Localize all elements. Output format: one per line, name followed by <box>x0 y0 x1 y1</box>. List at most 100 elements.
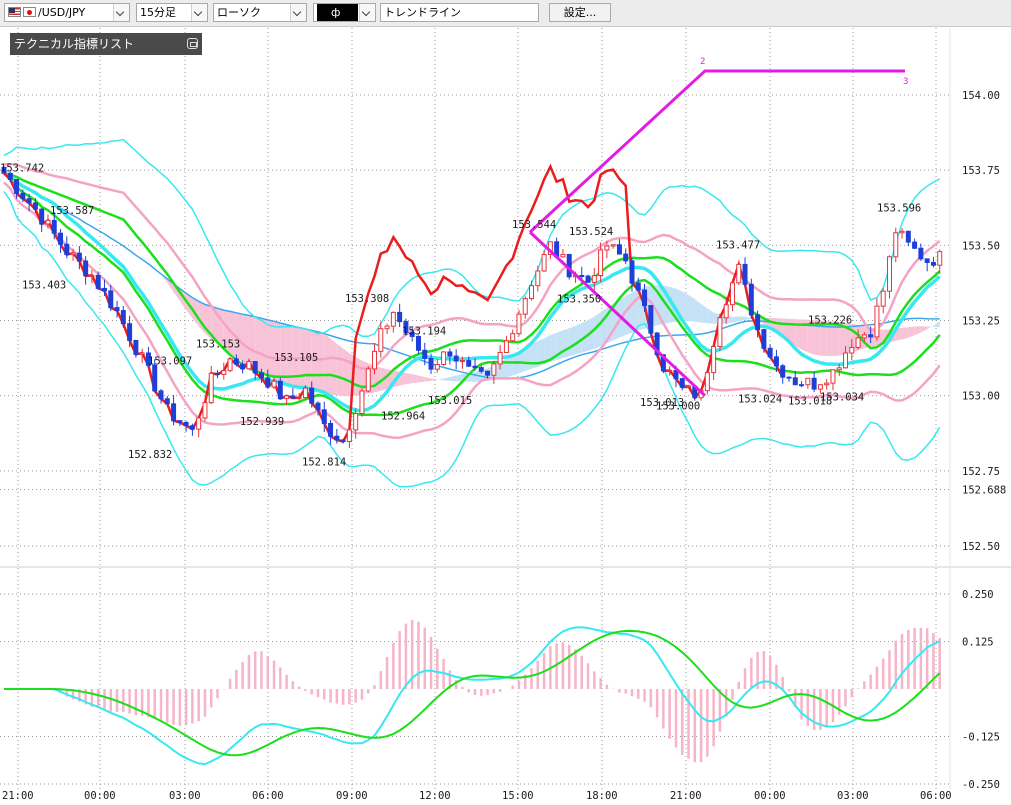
candle-body <box>221 370 227 375</box>
candle <box>428 353 434 374</box>
candle-body <box>403 321 409 333</box>
candle-body <box>384 325 390 330</box>
candle <box>309 381 315 408</box>
trendline[interactable]: 23 <box>528 57 908 397</box>
candle <box>529 280 535 301</box>
bollinger-upper-2 <box>3 138 941 338</box>
candle <box>240 360 246 374</box>
symbol-label: /USD/JPY <box>38 6 86 19</box>
candle-body <box>240 363 246 370</box>
candle <box>296 392 302 401</box>
minimize-icon[interactable] <box>187 38 198 49</box>
macd-panel <box>4 619 941 766</box>
candle-body <box>315 402 321 411</box>
candle <box>145 347 151 367</box>
trendline-upper <box>528 69 905 234</box>
candle <box>70 248 76 261</box>
candle <box>535 265 541 292</box>
price-label: 153.350 <box>557 293 601 305</box>
candle-body <box>541 254 547 272</box>
candle-body <box>918 247 924 260</box>
timeframe-select[interactable]: 15分足 <box>136 3 208 22</box>
cloud-segment <box>374 365 381 393</box>
candle-body <box>32 202 38 210</box>
price-label: 152.832 <box>128 449 172 461</box>
candle-body <box>905 230 911 243</box>
candle <box>76 246 82 270</box>
candle <box>1 166 7 174</box>
candle-body <box>233 358 239 365</box>
candle-body <box>491 363 497 376</box>
candle-body <box>1 166 7 174</box>
candle <box>434 359 440 373</box>
price-label: 153.742 <box>0 163 44 175</box>
price-label: 153.013 <box>640 397 684 409</box>
candle <box>189 423 195 436</box>
candle <box>836 363 842 377</box>
draw-tool-select[interactable]: ф <box>313 3 376 22</box>
candle <box>541 250 547 272</box>
candle <box>384 323 390 334</box>
cloud-segment <box>814 319 821 356</box>
candle <box>755 310 761 338</box>
candle-body <box>196 417 202 430</box>
envelope-upper <box>3 172 941 389</box>
candle <box>158 389 164 404</box>
cloud-segment <box>531 341 538 369</box>
candle <box>202 397 208 422</box>
candle-body <box>893 232 899 258</box>
y-tick-label: 153.75 <box>962 165 1000 177</box>
candle-body <box>648 305 654 334</box>
candle-body <box>824 382 830 386</box>
candle-body <box>39 208 45 225</box>
candle <box>485 370 491 379</box>
candle <box>654 331 660 358</box>
candle <box>686 385 692 389</box>
candle-body <box>836 367 842 371</box>
symbol-select[interactable]: /USD/JPY <box>4 3 130 22</box>
candle-body <box>447 351 453 357</box>
cloud-segment <box>336 343 344 397</box>
price-axis: 154.00 153.75 153.50 153.25 153.00 152.75 152.… <box>2 90 1006 802</box>
macd-y-tick-label: -0.125 <box>962 732 1000 744</box>
candle <box>604 240 610 259</box>
candle <box>805 377 811 389</box>
draw-mode-label: トレンドライン <box>384 6 461 19</box>
candle-body <box>258 372 264 379</box>
candle-body <box>849 346 855 354</box>
candle-body <box>378 328 384 352</box>
y-tick-label: 152.75 <box>962 466 1000 478</box>
macd-y-tick-label: 0.125 <box>962 637 994 649</box>
indicator-list-panel[interactable]: テクニカル指標リスト <box>10 33 202 55</box>
cloud-segment <box>707 308 714 324</box>
cloud-segment <box>437 378 444 381</box>
price-label: 153.226 <box>808 315 852 327</box>
us-flag-icon <box>8 7 21 17</box>
x-tick-label: 15:00 <box>502 790 534 802</box>
candle <box>441 351 447 366</box>
candle <box>403 318 409 336</box>
draw-mode-field[interactable]: トレンドライン <box>380 3 539 22</box>
candle <box>372 343 378 375</box>
candle-body <box>529 285 535 300</box>
candle <box>177 420 183 426</box>
candle <box>127 315 133 347</box>
candle <box>365 366 371 393</box>
candle-body <box>930 261 936 266</box>
settings-button[interactable]: 設定... <box>549 3 611 22</box>
candle <box>447 348 453 365</box>
candle-body <box>133 339 139 355</box>
candle-body <box>729 282 735 306</box>
candle-body <box>108 290 114 309</box>
price-label: 153.015 <box>428 395 472 407</box>
candle <box>133 339 139 358</box>
candle-body <box>485 370 491 376</box>
candle <box>453 349 459 370</box>
chart-style-select[interactable]: ローソク <box>213 3 307 22</box>
cloud-segment <box>908 326 915 338</box>
candle-body <box>64 243 70 256</box>
candle <box>321 401 327 432</box>
trendline-lower <box>528 231 707 397</box>
candle <box>497 345 503 370</box>
